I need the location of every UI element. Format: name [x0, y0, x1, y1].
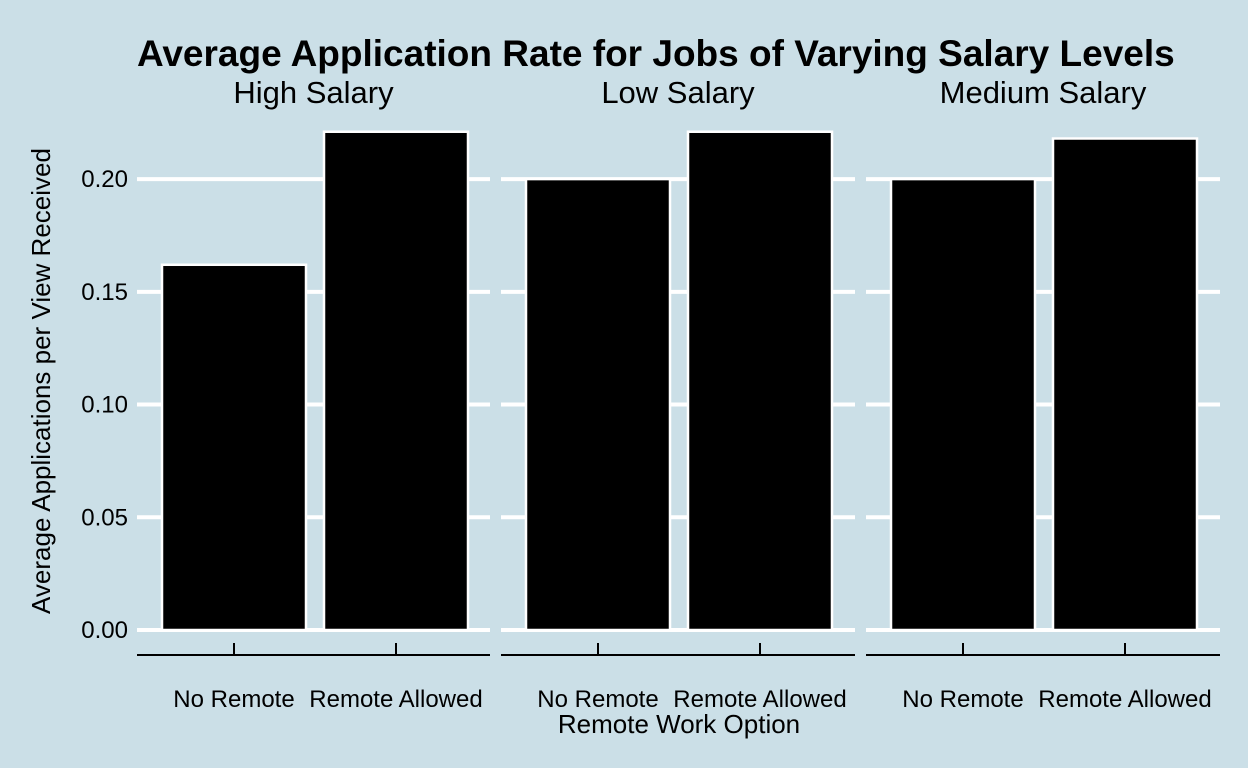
chart-title: Average Application Rate for Jobs of Var…: [137, 33, 1175, 74]
y-tick-label: 0.00: [81, 617, 128, 644]
x-axis-title: Remote Work Option: [558, 709, 800, 739]
y-axis-title: Average Applications per View Received: [26, 148, 56, 614]
x-tick-label: No Remote: [537, 686, 658, 713]
bar: [889, 177, 1037, 632]
x-tick-label: No Remote: [173, 686, 294, 713]
y-tick-label: 0.20: [81, 166, 128, 193]
bar: [686, 130, 834, 632]
facet-label: High Salary: [233, 75, 394, 110]
facet-panels: 0.00 0.05 0.10 0.15 0.20 High Salary No Remote…: [81, 75, 1220, 713]
bar: [524, 177, 672, 632]
x-tick-label: Remote Allowed: [1038, 686, 1211, 713]
y-tick-label: 0.15: [81, 279, 128, 306]
y-tick-label: 0.10: [81, 392, 128, 419]
x-tick-label: Remote Allowed: [309, 686, 482, 713]
facet-label: Low Salary: [601, 75, 755, 110]
facet-label: Medium Salary: [940, 75, 1147, 110]
x-tick-label: No Remote: [902, 686, 1023, 713]
x-tick-label: Remote Allowed: [673, 686, 846, 713]
bar: [322, 130, 470, 632]
bar: [160, 263, 308, 632]
y-tick-label: 0.05: [81, 504, 128, 531]
bar: [1051, 137, 1199, 632]
